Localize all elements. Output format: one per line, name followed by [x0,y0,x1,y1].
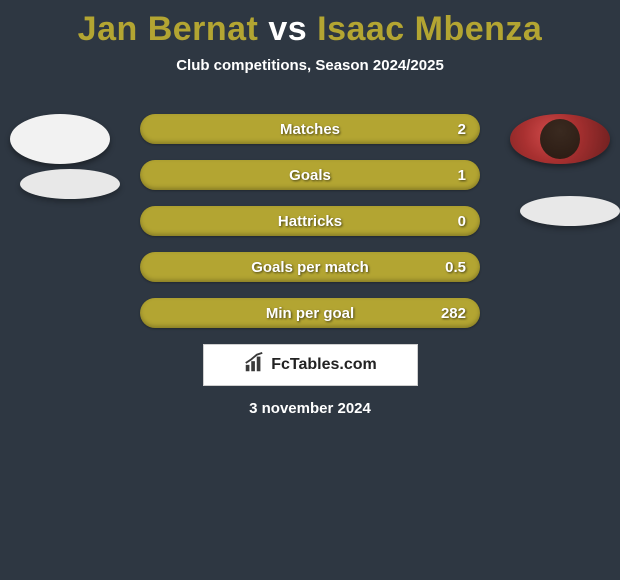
stat-value-right: 1 [458,167,466,184]
stat-value-right: 282 [441,305,466,322]
player2-name: Isaac Mbenza [317,10,542,48]
subtitle: Club competitions, Season 2024/2025 [0,57,620,74]
footer-date: 3 november 2024 [0,400,620,417]
player2-avatar-shadow [520,196,620,226]
vs-label: vs [268,10,307,48]
stat-label: Matches [280,121,340,138]
stat-row: Goals per match 0.5 [140,252,480,282]
brand-badge: FcTables.com [203,344,418,386]
player1-avatar-shadow [20,169,120,199]
player1-avatar [10,114,110,164]
brand-text: FcTables.com [271,356,377,374]
stat-row: Min per goal 282 [140,298,480,328]
comparison-section: Matches 2 Goals 1 Hattricks 0 Goals per match 0… [0,114,620,417]
stat-row: Matches 2 [140,114,480,144]
stat-row: Hattricks 0 [140,206,480,236]
comparison-bars: Matches 2 Goals 1 Hattricks 0 Goals per match 0… [140,114,480,328]
stat-label: Goals per match [251,259,369,276]
stat-label: Hattricks [278,213,342,230]
stat-row: Goals 1 [140,160,480,190]
stat-label: Goals [289,167,331,184]
player1-name: Jan Bernat [78,10,259,48]
stat-value-right: 0 [458,213,466,230]
stat-label: Min per goal [266,305,354,322]
bar-chart-icon [243,352,265,379]
stat-value-right: 0.5 [445,259,466,276]
player2-avatar [510,114,610,164]
page-title: Jan Bernat vs Isaac Mbenza [0,0,620,49]
stat-value-right: 2 [458,121,466,138]
